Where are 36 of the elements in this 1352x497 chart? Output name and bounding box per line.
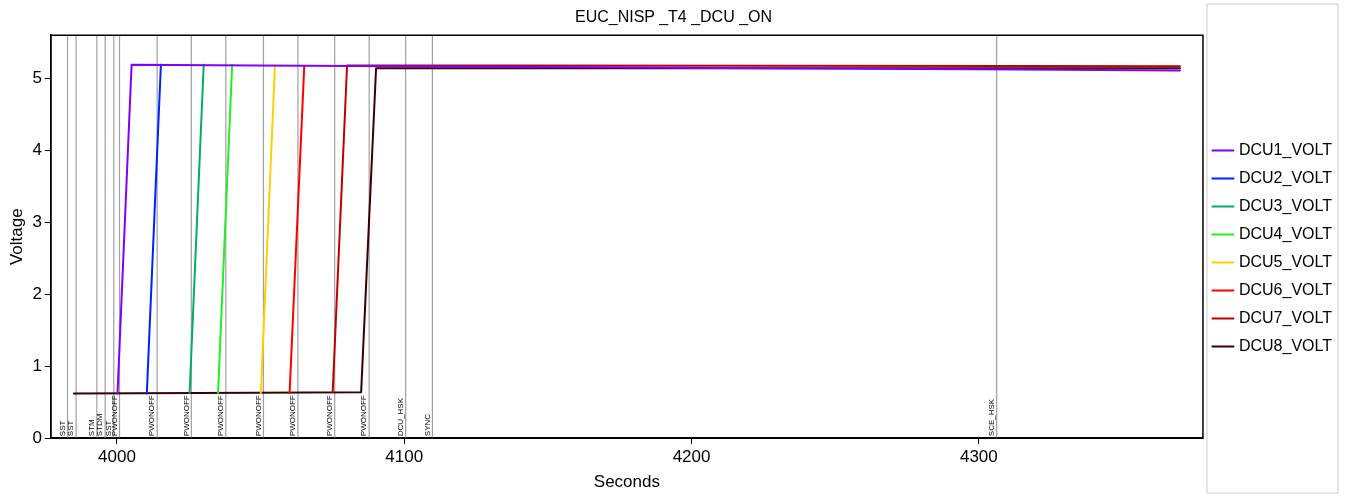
ref-line-label: SST [103,420,113,437]
y-tick-label: 0 [32,427,42,447]
y-axis-title: Voltage [6,208,26,266]
legend-label: DCU1_VOLT [1238,140,1333,159]
ref-line-label: SST [66,420,76,437]
x-tick-label: 4200 [672,447,711,467]
y-tick-label: 4 [32,140,42,160]
legend-label: DCU6_VOLT [1238,280,1333,299]
ref-line-label: PWONOFF [359,395,369,437]
ref-line-label: DCU_HSK [395,397,405,437]
y-tick-label: 1 [32,355,42,375]
ref-line-label: PWONOFF [216,395,226,437]
ref-line-label: STM [87,418,97,437]
ref-line-label: PWONOFF [181,395,191,437]
y-tick-label: 3 [32,211,42,231]
legend-label: DCU8_VOLT [1238,336,1333,355]
ref-line-label: SCE_HSK [986,398,996,437]
ref-line-label: PWONOFF [288,395,298,437]
ref-line-label: PWONOFF [324,395,334,437]
legend-label: DCU7_VOLT [1238,308,1333,327]
legend-label: DCU5_VOLT [1238,252,1333,271]
legend-label: DCU4_VOLT [1238,224,1333,243]
x-axis-title: Seconds [593,472,660,492]
ref-line-label: PWONOFF [253,395,263,437]
chart-title: EUC_NISP _T4 _DCU _ON [574,8,773,27]
ref-line-label: SST [57,420,67,437]
x-tick-label: 4000 [98,447,136,467]
legend-label: DCU3_VOLT [1238,196,1333,215]
x-tick-label: 4100 [385,447,424,467]
ref-line-label: STDM [95,413,105,437]
y-tick-label: 5 [32,68,42,88]
x-tick-label: 4300 [959,447,998,467]
y-tick-label: 2 [32,283,42,303]
ref-line-label: SYNC [422,413,432,437]
legend-label: DCU2_VOLT [1238,168,1333,187]
ref-line-label: PWONOFF [147,395,157,437]
